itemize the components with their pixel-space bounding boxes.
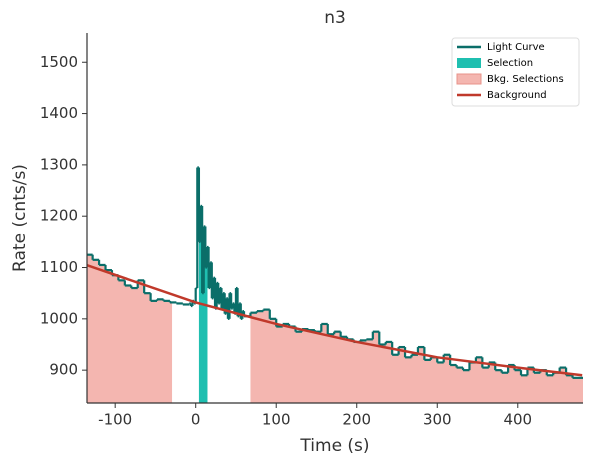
bkg-selection xyxy=(379,344,387,403)
bkg-selection xyxy=(495,370,503,403)
bkg-selection xyxy=(137,280,145,403)
bkg-selection xyxy=(111,275,119,403)
bkg-selection xyxy=(417,347,425,403)
y-axis-label: Rate (cnts/s) xyxy=(10,164,30,272)
bkg-selection xyxy=(482,367,490,403)
bkg-selection xyxy=(92,259,100,403)
bkg-selection xyxy=(321,323,329,403)
x-tick-label: 200 xyxy=(342,411,371,429)
bkg-selection xyxy=(295,331,303,403)
selection xyxy=(203,226,206,403)
y-tick-label: 1100 xyxy=(40,258,78,276)
x-tick-label: -100 xyxy=(98,411,132,429)
background-line xyxy=(87,263,583,377)
bkg-selection xyxy=(424,359,432,403)
legend-patch xyxy=(457,58,481,68)
legend-label: Light Curve xyxy=(487,42,545,53)
legend-label: Background xyxy=(487,90,547,101)
bkg-selection xyxy=(546,375,554,403)
bkg-selection xyxy=(508,365,516,403)
legend-box xyxy=(451,37,580,107)
bkg-selection xyxy=(340,336,348,403)
bkg-selection xyxy=(157,299,164,403)
bkg-selection xyxy=(308,330,316,403)
bkg-selection xyxy=(527,367,535,403)
bkg-selection xyxy=(163,300,171,403)
y-tick-label: 1300 xyxy=(40,155,78,173)
bkg-selection xyxy=(366,339,374,403)
bkg-selection xyxy=(521,375,528,403)
bkg-selection xyxy=(456,367,464,403)
y-tick-label: 1500 xyxy=(40,53,78,71)
bkg-selection xyxy=(301,329,309,403)
bkg-selection xyxy=(131,288,139,403)
x-axis-label: Time (s) xyxy=(299,436,369,456)
bkg-selection xyxy=(256,311,264,403)
bkg-selection xyxy=(347,339,355,403)
bkg-selection xyxy=(263,309,271,403)
y-tick-label: 900 xyxy=(49,361,78,379)
selection xyxy=(202,293,205,403)
x-tick-label: 0 xyxy=(191,411,201,429)
bkg-selection xyxy=(411,354,419,403)
bkg-selection xyxy=(430,357,438,403)
y-tick-label: 1000 xyxy=(40,309,78,327)
bkg-selection xyxy=(443,354,451,403)
selection xyxy=(205,267,208,403)
y-tick-label: 1200 xyxy=(40,207,78,225)
legend-patch xyxy=(456,73,482,85)
x-tick-label: 300 xyxy=(423,411,452,429)
x-tick-label: 100 xyxy=(262,411,291,429)
bkg-selection xyxy=(566,375,574,403)
bkg-selection xyxy=(314,331,322,403)
bkg-selection xyxy=(250,312,258,403)
bkg-selection xyxy=(501,372,509,403)
selection xyxy=(198,241,202,403)
bkg-selection xyxy=(118,280,126,403)
legend-label: Bkg. Selections xyxy=(487,74,564,85)
bkg-selection xyxy=(475,357,483,403)
bkg-selection xyxy=(150,300,158,403)
bkg-selection xyxy=(334,331,342,403)
bkg-selection xyxy=(327,334,335,403)
bkg-selection xyxy=(282,323,290,403)
bkg-selection xyxy=(385,341,393,403)
bkg-selection xyxy=(276,326,284,403)
bkg-selection xyxy=(463,370,470,403)
bkg-selection xyxy=(533,372,541,403)
bkg-selection xyxy=(169,302,173,403)
bkg-selection xyxy=(469,362,477,403)
bkg-selection xyxy=(353,341,361,403)
bkg-selection xyxy=(392,354,400,403)
bkg-selection xyxy=(572,377,583,403)
bkg-selection xyxy=(269,318,277,403)
x-tick-label: 400 xyxy=(503,411,532,429)
bkg-selection xyxy=(87,254,94,403)
bkg-selection xyxy=(553,372,561,403)
chart-title: n3 xyxy=(324,8,346,28)
bkg-selection xyxy=(559,367,567,403)
plot xyxy=(87,166,583,403)
y-tick-label: 1400 xyxy=(40,104,78,122)
bkg-selection xyxy=(514,370,522,403)
bkg-selection xyxy=(405,357,412,403)
bkg-selection xyxy=(359,340,367,403)
bkg-selection xyxy=(99,264,107,403)
bkg-selection xyxy=(540,370,548,403)
bkg-selection xyxy=(124,285,132,403)
bkg-selection xyxy=(372,331,380,403)
bkg-selection xyxy=(450,365,458,403)
bkg-selection xyxy=(488,362,496,403)
bkg-selection xyxy=(105,270,113,403)
bkg-selection xyxy=(437,362,445,403)
bkg-selection xyxy=(144,293,152,403)
bkg-selection xyxy=(398,347,406,403)
bkg-selection xyxy=(289,326,297,403)
legend-label: Selection xyxy=(487,58,533,69)
